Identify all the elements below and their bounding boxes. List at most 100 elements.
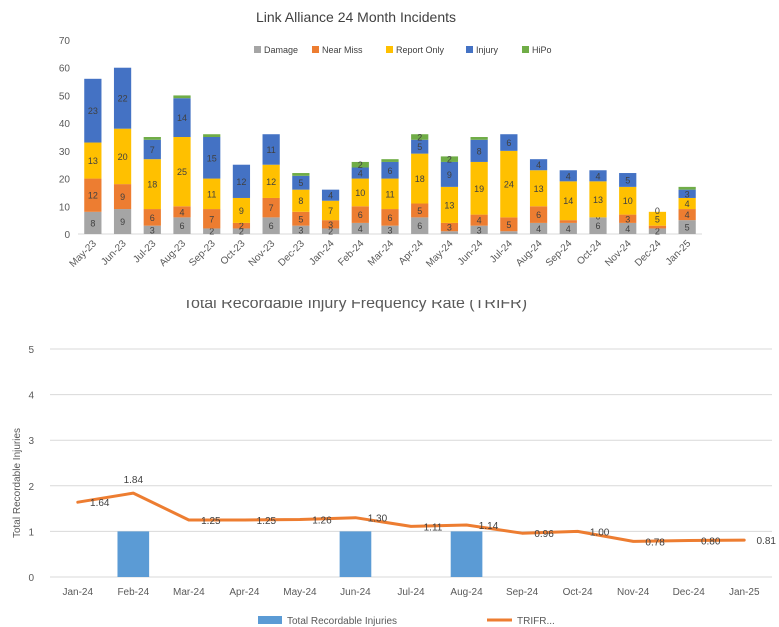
chart1-x-tick-label: May-24: [424, 238, 456, 270]
chart1-bar-segment: [203, 209, 221, 229]
chart2-data-label: 1.64: [90, 498, 110, 509]
chart2-data-label: 0.81: [756, 536, 776, 547]
chart2-data-label: 1.11: [424, 522, 443, 533]
chart1-data-label: 4: [477, 216, 482, 226]
chart1-data-label: 4: [566, 171, 571, 181]
chart1-bar-segment: [84, 211, 102, 234]
chart1-legend-item: Damage: [254, 45, 298, 55]
chart1-x-tick-label: Nov-23: [247, 238, 278, 269]
chart1-data-label: 4: [536, 224, 541, 234]
chart2-x-tick-label: Apr-24: [229, 587, 259, 598]
chart1-bar-segment: [529, 170, 548, 207]
chart1-data-label: 12: [88, 191, 98, 201]
chart1-data-label: 4: [328, 191, 333, 201]
chart1-data-label: 12: [236, 177, 246, 187]
chart1-bar-segment: [113, 67, 132, 129]
chart1-bar-segment: [351, 161, 369, 168]
chart1-bar-segment: [411, 203, 429, 218]
chart1-data-label: 7: [269, 203, 274, 213]
chart1-title: Link Alliance 24 Month Incidents: [256, 9, 456, 25]
chart1-y-tick-label: 20: [59, 175, 71, 186]
chart2-bar: [117, 531, 150, 577]
chart1-bar-segment: [143, 139, 161, 160]
chart1-legend-swatch: [386, 46, 393, 53]
chart1-bar-segment: [619, 222, 637, 234]
chart1-data-label: 6: [179, 221, 184, 231]
chart1-data-label: 10: [623, 196, 633, 206]
chart1-data-label: 11: [385, 189, 394, 199]
chart1-data-label: 3: [298, 225, 303, 235]
chart1-data-label: 10: [355, 188, 365, 198]
chart1-bar-segment: [292, 173, 310, 176]
chart1-bar-segment: [559, 222, 577, 234]
chart1-bar-segment: [559, 181, 577, 221]
chart1-x-tick-label: Nov-24: [603, 238, 634, 269]
chart1-bar-segment: [321, 200, 340, 221]
chart1-y-tick-label: 0: [64, 230, 70, 241]
chart1-bar-segment: [321, 220, 340, 229]
chart1-bar-segment: [292, 211, 310, 226]
chart1-bar-segment: [470, 161, 488, 215]
chart1-data-label: 6: [387, 166, 392, 176]
chart1-data-label: 13: [444, 200, 454, 210]
chart1-x-tick-label: Jul-24: [488, 238, 515, 265]
chart2-legend-label: TRIFR...: [517, 616, 555, 627]
chart1-data-label: 20: [118, 152, 128, 162]
chart1-data-label: 4: [358, 169, 363, 179]
chart2-data-label: 1.25: [257, 516, 277, 527]
chart1-data-label: 3: [477, 225, 482, 235]
chart2-x-tick-label: Oct-24: [563, 587, 593, 598]
chart1-x-tick-label: Jun-24: [456, 238, 486, 268]
chart2-x-tick-label: Jan-25: [729, 587, 760, 598]
chart1-data-label: 6: [595, 221, 600, 231]
chart1-bar-segment: [292, 175, 310, 190]
chart1-data-label: 6: [358, 210, 363, 220]
chart1-data-label: 25: [177, 167, 187, 177]
chart1-data-label: 2: [358, 160, 363, 170]
chart2-x-tick-label: Feb-24: [117, 587, 149, 598]
chart2-legend-item: TRIFR...: [487, 616, 555, 627]
chart2-data-label: 1.00: [590, 527, 610, 538]
chart1-data-label: 7: [209, 214, 214, 224]
chart1-data-label: 19: [474, 184, 484, 194]
chart1-data-label: 3: [150, 225, 155, 235]
chart1-bar-segment: [500, 150, 518, 218]
chart1-bar-segment: [143, 209, 161, 226]
chart2-y-tick-label: 3: [28, 436, 34, 447]
chart1-data-label: 22: [118, 94, 128, 104]
chart1-data-label: 3: [447, 223, 452, 233]
chart1-data-label: 6: [150, 213, 155, 223]
chart1-data-label: 11: [207, 189, 216, 199]
chart1-legend-item: Injury: [466, 45, 499, 55]
chart1-bar-segment: [619, 214, 637, 223]
chart1-legend-label: Injury: [476, 45, 499, 55]
chart2-trifr-line: [76, 491, 746, 543]
chart1-bar-segment: [173, 217, 191, 234]
chart1-bar-segment: [678, 186, 696, 190]
chart1-bar-segment: [381, 178, 399, 210]
chart1-data-label: 7: [150, 145, 155, 155]
chart1-bar-segment: [262, 197, 280, 218]
chart1-data-label: 8: [298, 196, 303, 206]
chart2-x-tick-label: Jan-24: [62, 587, 93, 598]
chart2-data-label: 1.30: [368, 514, 388, 525]
chart1-bar-segment: [232, 197, 251, 223]
chart1-x-tick-label: Jul-23: [131, 238, 158, 265]
chart1-bar-segment: [173, 98, 191, 137]
chart1-legend-label: HiPo: [532, 45, 552, 55]
chart1-data-label: 3: [387, 225, 392, 235]
chart1-data-label: 13: [534, 184, 544, 194]
chart1-data-label: 7: [328, 206, 333, 216]
chart1-bar-segment: [84, 78, 102, 143]
chart1-bar-segment: [381, 209, 399, 226]
chart2-data-label: 1.25: [201, 516, 221, 527]
chart1-data-label: 5: [298, 178, 303, 188]
chart1-bar-segment: [381, 161, 399, 179]
chart1-bar-segment: [559, 220, 577, 223]
chart1-x-tick-label: Jan-24: [307, 238, 337, 268]
chart2-x-tick-label: Aug-24: [450, 587, 483, 598]
chart2-x-tick-label: Sep-24: [506, 587, 539, 598]
chart1-x-tick-label: Jun-23: [99, 238, 129, 268]
chart1-x-tick-label: Jan-25: [664, 238, 694, 268]
chart1-x-tick-label: Sep-24: [544, 238, 575, 269]
